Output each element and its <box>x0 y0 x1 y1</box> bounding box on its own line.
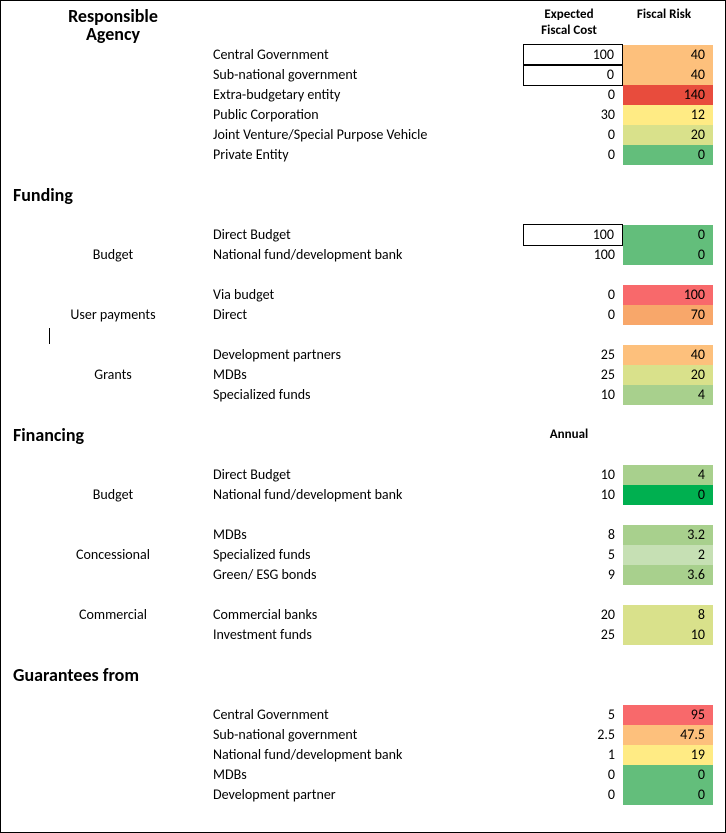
expected-cost: 0 <box>523 765 623 785</box>
row-label: Investment funds <box>213 625 523 645</box>
expected-cost: 8 <box>523 525 623 545</box>
expected-cost: 5 <box>523 705 623 725</box>
fiscal-risk: 19 <box>623 745 713 765</box>
expected-cost: 5 <box>523 545 623 565</box>
row-label: Sub-national government <box>213 65 523 85</box>
expected-cost: 0 <box>523 285 623 305</box>
row-label: Central Government <box>213 45 523 65</box>
fiscal-risk: 4 <box>623 465 713 485</box>
fiscal-risk: 140 <box>623 85 713 105</box>
fiscal-risk: 0 <box>623 485 713 505</box>
row-label: Via budget <box>213 285 523 305</box>
expected-cost: 10 <box>523 465 623 485</box>
expected-cost: 2.5 <box>523 725 623 745</box>
col-header-risk: Fiscal Risk <box>623 5 713 45</box>
expected-cost: 10 <box>523 485 623 505</box>
row-label: MDBs <box>213 365 523 385</box>
expected-cost: 10 <box>523 385 623 405</box>
row-label: Commercial banks <box>213 605 523 625</box>
spreadsheet-sheet: Responsible AgencyExpected Fiscal CostFi… <box>0 0 726 833</box>
expected-cost: 100 <box>523 224 623 246</box>
expected-cost: 25 <box>523 365 623 385</box>
section-title: Guarantees from <box>3 665 213 685</box>
section-title: Responsible Agency <box>3 5 213 45</box>
row-label: Direct Budget <box>213 225 523 245</box>
expected-cost: 0 <box>523 85 623 105</box>
fiscal-risk: 3.2 <box>623 525 713 545</box>
fiscal-risk: 0 <box>623 785 713 805</box>
row-label: Direct Budget <box>213 465 523 485</box>
expected-cost: 25 <box>523 345 623 365</box>
row-label: Extra-budgetary entity <box>213 85 523 105</box>
row-label: National fund/development bank <box>213 485 523 505</box>
expected-cost: 25 <box>523 625 623 645</box>
group-label: Commercial <box>3 605 213 625</box>
row-label: Joint Venture/Special Purpose Vehicle <box>213 125 523 145</box>
row-label: Central Government <box>213 705 523 725</box>
fiscal-risk: 0 <box>623 225 713 245</box>
row-label: Green/ ESG bonds <box>213 565 523 585</box>
col-header-expected: Expected Fiscal Cost <box>523 5 623 45</box>
group-label: Concessional <box>3 545 213 565</box>
row-label: National fund/development bank <box>213 745 523 765</box>
fiscal-risk: 70 <box>623 305 713 325</box>
expected-cost: 0 <box>523 305 623 325</box>
fiscal-risk: 8 <box>623 605 713 625</box>
fiscal-risk: 40 <box>623 65 713 85</box>
fiscal-risk: 10 <box>623 625 713 645</box>
row-label: Development partner <box>213 785 523 805</box>
fiscal-risk: 20 <box>623 365 713 385</box>
fiscal-risk: 47.5 <box>623 725 713 745</box>
row-label: Specialized funds <box>213 545 523 565</box>
row-label: Public Corporation <box>213 105 523 125</box>
fiscal-risk: 40 <box>623 45 713 65</box>
row-label: Specialized funds <box>213 385 523 405</box>
expected-cost: 0 <box>523 785 623 805</box>
fiscal-risk: 12 <box>623 105 713 125</box>
fiscal-risk: 2 <box>623 545 713 565</box>
row-label: MDBs <box>213 765 523 785</box>
annual-label: Annual <box>523 425 623 445</box>
fiscal-risk: 40 <box>623 345 713 365</box>
fiscal-risk: 0 <box>623 765 713 785</box>
row-label: Development partners <box>213 345 523 365</box>
row-label: National fund/development bank <box>213 245 523 265</box>
fiscal-risk: 3.6 <box>623 565 713 585</box>
row-label: Private Entity <box>213 145 523 165</box>
row-label: Sub-national government <box>213 725 523 745</box>
group-label: User payments <box>3 305 213 325</box>
expected-cost: 0 <box>523 145 623 165</box>
group-label: Budget <box>3 485 213 505</box>
fiscal-risk: 100 <box>623 285 713 305</box>
expected-cost: 30 <box>523 105 623 125</box>
expected-cost: 9 <box>523 565 623 585</box>
fiscal-risk: 0 <box>623 145 713 165</box>
fiscal-risk: 20 <box>623 125 713 145</box>
fiscal-risk: 0 <box>623 245 713 265</box>
row-label: Direct <box>213 305 523 325</box>
group-label: Grants <box>3 365 213 385</box>
expected-cost: 0 <box>523 64 623 86</box>
row-label: MDBs <box>213 525 523 545</box>
section-title: Financing <box>3 425 213 445</box>
fiscal-risk: 95 <box>623 705 713 725</box>
text-cursor <box>3 325 213 345</box>
section-title: Funding <box>3 185 213 205</box>
group-label: Budget <box>3 245 213 265</box>
expected-cost: 100 <box>523 245 623 265</box>
expected-cost: 0 <box>523 125 623 145</box>
expected-cost: 1 <box>523 745 623 765</box>
fiscal-risk: 4 <box>623 385 713 405</box>
expected-cost: 100 <box>523 44 623 66</box>
expected-cost: 20 <box>523 605 623 625</box>
